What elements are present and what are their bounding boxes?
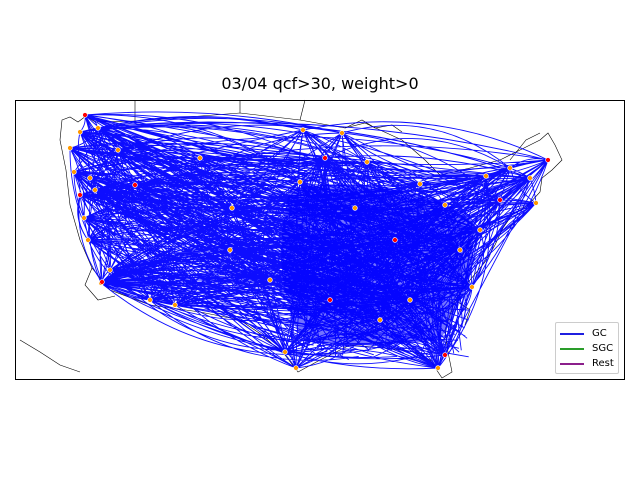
station-marker [457,247,463,253]
station-marker [293,365,299,371]
station-marker [77,192,83,198]
station-marker [71,169,77,175]
station-marker [229,205,235,211]
station-marker [87,175,93,181]
station-marker [497,197,503,203]
station-marker [339,130,345,136]
station-marker [469,284,475,290]
legend-item-rest: Rest [560,356,618,371]
station-marker [172,302,178,308]
station-marker [533,200,539,206]
station-marker [85,237,91,243]
station-marker [132,182,138,188]
legend-item-gc: GC [560,326,618,341]
station-markers [67,112,551,371]
legend-swatch-sgc [560,347,584,350]
station-marker [115,147,121,153]
route-lines [69,111,549,370]
station-marker [297,179,303,185]
station-marker [267,277,273,283]
station-marker [545,157,551,163]
station-marker [99,279,105,285]
station-marker [435,365,441,371]
station-marker [417,181,423,187]
legend-swatch-gc [560,332,584,335]
station-marker [82,112,88,118]
border-segment [19,339,81,373]
legend-label-sgc: SGC [592,343,614,354]
legend-label-rest: Rest [592,358,614,369]
station-marker [92,187,98,193]
station-marker [483,173,489,179]
plot-title: 03/04 qcf>30, weight>0 [221,74,419,93]
station-marker [527,175,533,181]
station-marker [197,155,203,161]
station-marker [442,352,448,358]
legend-item-sgc: SGC [560,341,618,356]
station-marker [147,297,153,303]
station-marker [81,215,87,221]
station-marker [364,159,370,165]
legend: GC SGC Rest [555,322,619,374]
station-marker [352,205,358,211]
station-marker [322,155,328,161]
legend-label-gc: GC [592,328,607,339]
station-marker [392,237,398,243]
station-marker [67,145,73,151]
station-marker [507,165,513,171]
station-marker [407,297,413,303]
legend-swatch-rest [560,362,584,365]
station-marker [442,202,448,208]
station-marker [477,227,483,233]
station-marker [282,349,288,355]
station-marker [77,129,83,135]
border-segment [509,132,541,161]
station-marker [95,125,101,131]
station-marker [107,267,113,273]
station-marker [377,317,383,323]
station-marker [300,127,306,133]
border-segment [454,299,471,326]
station-marker [327,297,333,303]
border-segment [299,99,306,121]
station-marker [227,247,233,253]
border-segment [84,267,116,301]
route-density-core [281,184,474,345]
